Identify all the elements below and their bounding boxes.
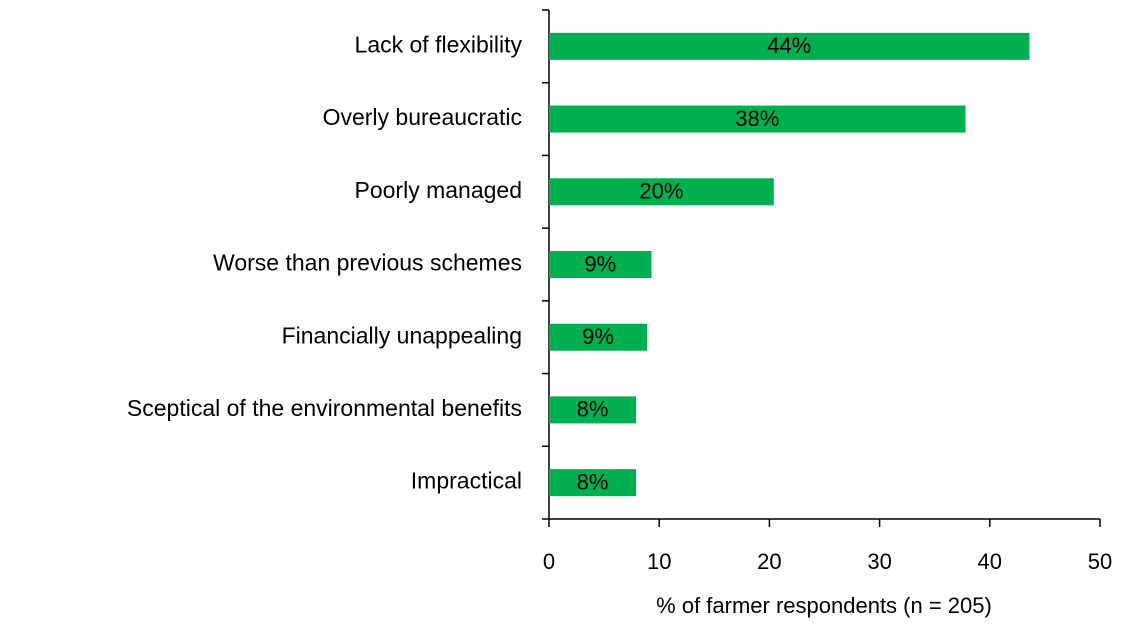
bar — [549, 469, 637, 497]
x-tick-label: 40 — [978, 549, 1002, 574]
bar — [549, 178, 774, 206]
value-label: 8% — [577, 397, 609, 422]
bar — [549, 323, 648, 351]
x-tick-label: 10 — [647, 549, 671, 574]
value-label: 9% — [584, 251, 616, 276]
y-tick-label: Lack of flexibility — [355, 31, 523, 57]
value-label: 44% — [767, 33, 811, 58]
y-tick-label: Impractical — [411, 468, 522, 494]
y-tick-label: Financially unappealing — [282, 322, 522, 348]
y-tick-label: Overly bureaucratic — [323, 104, 522, 130]
y-tick-label: Poorly managed — [355, 177, 523, 203]
x-tick-label: 0 — [543, 549, 555, 574]
bar — [549, 251, 652, 278]
x-tick-label: 20 — [757, 549, 781, 574]
x-tick-label: 30 — [867, 549, 891, 574]
y-tick-label: Sceptical of the environmental benefits — [127, 395, 522, 421]
value-label: 9% — [582, 324, 614, 349]
value-label: 8% — [577, 469, 609, 494]
value-label: 20% — [639, 179, 683, 204]
bar — [549, 32, 1030, 60]
x-axis-title: % of farmer respondents (n = 205) — [656, 593, 992, 618]
x-tick-label: 50 — [1088, 549, 1112, 574]
y-tick-label: Worse than previous schemes — [213, 250, 522, 276]
bar — [549, 105, 966, 133]
value-label: 38% — [735, 106, 779, 131]
bar — [549, 396, 637, 424]
